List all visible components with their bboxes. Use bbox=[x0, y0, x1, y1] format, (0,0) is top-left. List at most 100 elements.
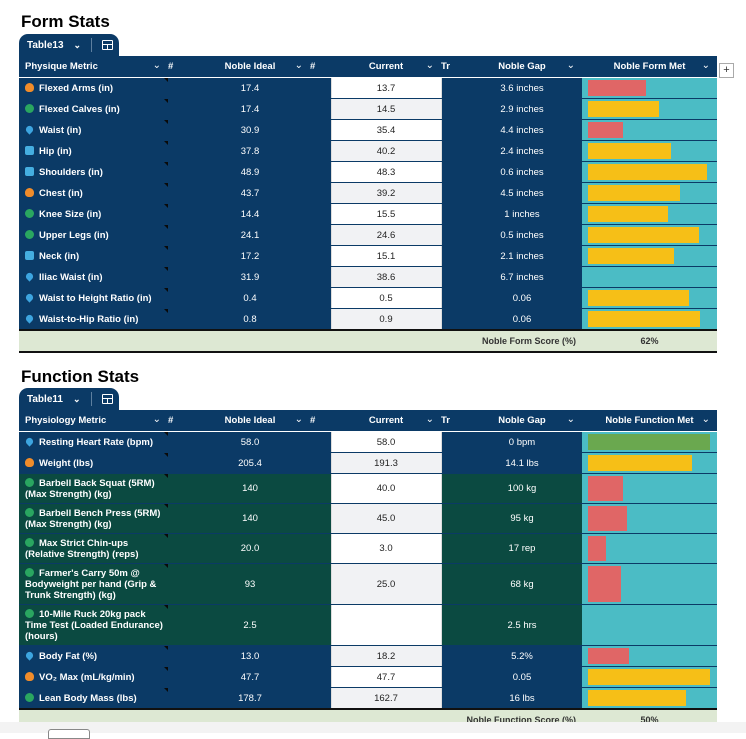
current-value-cell[interactable]: 58.0 bbox=[330, 431, 442, 453]
current-value-cell[interactable]: 24.6 bbox=[330, 224, 442, 246]
metric-name-cell[interactable]: Barbell Back Squat (5RM) (Max Strength) … bbox=[19, 473, 168, 504]
noble-ideal-cell[interactable]: 37.8 bbox=[190, 140, 310, 162]
chevron-down-icon[interactable]: ⌄ bbox=[425, 60, 434, 71]
current-value-cell[interactable]: 39.2 bbox=[330, 182, 442, 204]
chevron-down-icon[interactable]: ⌄ bbox=[566, 414, 575, 425]
chevron-down-icon[interactable]: ⌄ bbox=[425, 414, 434, 425]
current-value-cell[interactable]: 14.5 bbox=[330, 98, 442, 120]
metric-name-cell[interactable]: 10-Mile Ruck 20kg pack Time Test (Loaded… bbox=[19, 604, 168, 646]
metric-name-cell[interactable]: Iliac Waist (in) bbox=[19, 266, 168, 288]
chevron-down-icon[interactable]: ⌄ bbox=[73, 39, 82, 50]
form-table-tab[interactable]: Table13 ⌄ bbox=[19, 34, 120, 56]
current-value-cell[interactable]: 48.3 bbox=[330, 161, 442, 183]
metric-name-cell[interactable]: Flexed Calves (in) bbox=[19, 98, 168, 120]
noble-ideal-cell[interactable]: 24.1 bbox=[190, 224, 310, 246]
metric-name-cell[interactable]: Waist-to-Hip Ratio (in) bbox=[19, 308, 168, 331]
header-current[interactable]: Current ⌄ bbox=[331, 410, 441, 432]
noble-ideal-cell[interactable]: 14.4 bbox=[190, 203, 310, 225]
metric-name-cell[interactable]: Hip (in) bbox=[19, 140, 168, 162]
current-value-cell[interactable]: 40.2 bbox=[330, 140, 442, 162]
noble-ideal-cell[interactable]: 31.9 bbox=[190, 266, 310, 288]
chevron-down-icon[interactable]: ⌄ bbox=[701, 60, 710, 71]
noble-ideal-cell[interactable]: 17.2 bbox=[190, 245, 310, 267]
current-value-cell[interactable]: 162.7 bbox=[330, 687, 442, 710]
spacer-cell bbox=[441, 98, 462, 120]
current-value-cell[interactable]: 0.9 bbox=[330, 308, 442, 331]
metric-name-cell[interactable]: Upper Legs (in) bbox=[19, 224, 168, 246]
metric-name-cell[interactable]: Knee Size (in) bbox=[19, 203, 168, 225]
add-column-button[interactable]: + bbox=[719, 63, 734, 78]
noble-ideal-cell[interactable]: 43.7 bbox=[190, 182, 310, 204]
form-header-row: Physique Metric ⌄ # Noble Ideal ⌄ # Curren… bbox=[19, 56, 717, 78]
header-noble-function-met[interactable]: Noble Function Met ⌄ bbox=[582, 410, 717, 432]
metric-name-cell[interactable]: Max Strict Chin-ups (Relative Strength) … bbox=[19, 533, 168, 564]
noble-ideal-cell[interactable]: 17.4 bbox=[190, 77, 310, 99]
noble-ideal-cell[interactable]: 47.7 bbox=[190, 666, 310, 688]
noble-ideal-cell[interactable]: 205.4 bbox=[190, 452, 310, 474]
note-marker bbox=[164, 120, 168, 124]
header-physique-metric[interactable]: Physique Metric ⌄ bbox=[19, 56, 168, 78]
spacer-cell bbox=[168, 308, 190, 331]
chevron-down-icon[interactable]: ⌄ bbox=[294, 60, 303, 71]
metric-name-cell[interactable]: Lean Body Mass (lbs) bbox=[19, 687, 168, 710]
noble-ideal-cell[interactable]: 20.0 bbox=[190, 533, 310, 564]
current-value-cell[interactable]: 15.5 bbox=[330, 203, 442, 225]
current-value-cell[interactable]: 18.2 bbox=[330, 645, 442, 667]
noble-ideal-cell[interactable]: 178.7 bbox=[190, 687, 310, 710]
chevron-down-icon[interactable]: ⌄ bbox=[294, 414, 303, 425]
noble-gap-cell: 3.6 inches bbox=[462, 77, 582, 99]
metric-name-cell[interactable]: Resting Heart Rate (bpm) bbox=[19, 431, 168, 453]
metric-name-cell[interactable]: Barbell Bench Press (5RM) (Max Strength)… bbox=[19, 503, 168, 534]
header-current[interactable]: Current ⌄ bbox=[331, 56, 441, 78]
noble-ideal-cell[interactable]: 48.9 bbox=[190, 161, 310, 183]
header-noble-form-met[interactable]: Noble Form Met ⌄ bbox=[582, 56, 717, 78]
current-value-cell[interactable]: 3.0 bbox=[330, 533, 442, 564]
noble-ideal-cell[interactable]: 2.5 bbox=[190, 604, 310, 646]
noble-ideal-cell[interactable]: 140 bbox=[190, 473, 310, 504]
current-value-cell[interactable]: 13.7 bbox=[330, 77, 442, 99]
noble-ideal-cell[interactable]: 13.0 bbox=[190, 645, 310, 667]
noble-ideal-cell[interactable]: 140 bbox=[190, 503, 310, 534]
current-value-cell[interactable]: 38.6 bbox=[330, 266, 442, 288]
chevron-down-icon[interactable]: ⌄ bbox=[152, 60, 161, 71]
metric-name-cell[interactable]: Farmer's Carry 50m @ Bodyweight per hand… bbox=[19, 563, 168, 605]
current-value-cell[interactable]: 15.1 bbox=[330, 245, 442, 267]
metric-name-cell[interactable]: Flexed Arms (in) bbox=[19, 77, 168, 99]
chevron-down-icon[interactable]: ⌄ bbox=[72, 393, 81, 404]
chevron-down-icon[interactable]: ⌄ bbox=[566, 60, 575, 71]
current-value-cell[interactable]: 191.3 bbox=[330, 452, 442, 474]
header-physiology-metric[interactable]: Physiology Metric ⌄ bbox=[19, 410, 168, 432]
metric-name-cell[interactable]: Waist to Height Ratio (in) bbox=[19, 287, 168, 309]
metric-name-cell[interactable]: Weight (lbs) bbox=[19, 452, 168, 474]
table-view-icon[interactable] bbox=[101, 394, 113, 404]
noble-ideal-cell[interactable]: 30.9 bbox=[190, 119, 310, 141]
metric-name-cell[interactable]: Waist (in) bbox=[19, 119, 168, 141]
noble-ideal-cell[interactable]: 93 bbox=[190, 563, 310, 605]
metric-name-cell[interactable]: Chest (in) bbox=[19, 182, 168, 204]
current-value-cell[interactable]: 45.0 bbox=[330, 503, 442, 534]
chevron-down-icon[interactable]: ⌄ bbox=[701, 414, 710, 425]
spacer-cell bbox=[168, 182, 190, 204]
noble-ideal-cell[interactable]: 0.4 bbox=[190, 287, 310, 309]
current-value-cell[interactable]: 35.4 bbox=[330, 119, 442, 141]
noble-ideal-cell[interactable]: 0.8 bbox=[190, 308, 310, 331]
metric-name-cell[interactable]: Shoulders (in) bbox=[19, 161, 168, 183]
sheet-tab-stub[interactable] bbox=[48, 729, 90, 739]
header-noble-ideal[interactable]: Noble Ideal ⌄ bbox=[190, 410, 310, 432]
current-value-cell[interactable] bbox=[330, 604, 442, 646]
chevron-down-icon[interactable]: ⌄ bbox=[152, 414, 161, 425]
current-value-cell[interactable]: 47.7 bbox=[330, 666, 442, 688]
function-table-tab[interactable]: Table11 ⌄ bbox=[19, 388, 119, 410]
noble-ideal-cell[interactable]: 17.4 bbox=[190, 98, 310, 120]
metric-name-cell[interactable]: VO₂ Max (mL/kg/min) bbox=[19, 666, 168, 688]
current-value-cell[interactable]: 40.0 bbox=[330, 473, 442, 504]
header-noble-gap[interactable]: Noble Gap ⌄ bbox=[462, 56, 582, 78]
current-value-cell[interactable]: 0.5 bbox=[330, 287, 442, 309]
header-noble-gap[interactable]: Noble Gap ⌄ bbox=[462, 410, 582, 432]
header-noble-ideal[interactable]: Noble Ideal ⌄ bbox=[190, 56, 310, 78]
current-value-cell[interactable]: 25.0 bbox=[330, 563, 442, 605]
metric-name-cell[interactable]: Body Fat (%) bbox=[19, 645, 168, 667]
table-view-icon[interactable] bbox=[102, 40, 114, 50]
metric-name-cell[interactable]: Neck (in) bbox=[19, 245, 168, 267]
noble-ideal-cell[interactable]: 58.0 bbox=[190, 431, 310, 453]
